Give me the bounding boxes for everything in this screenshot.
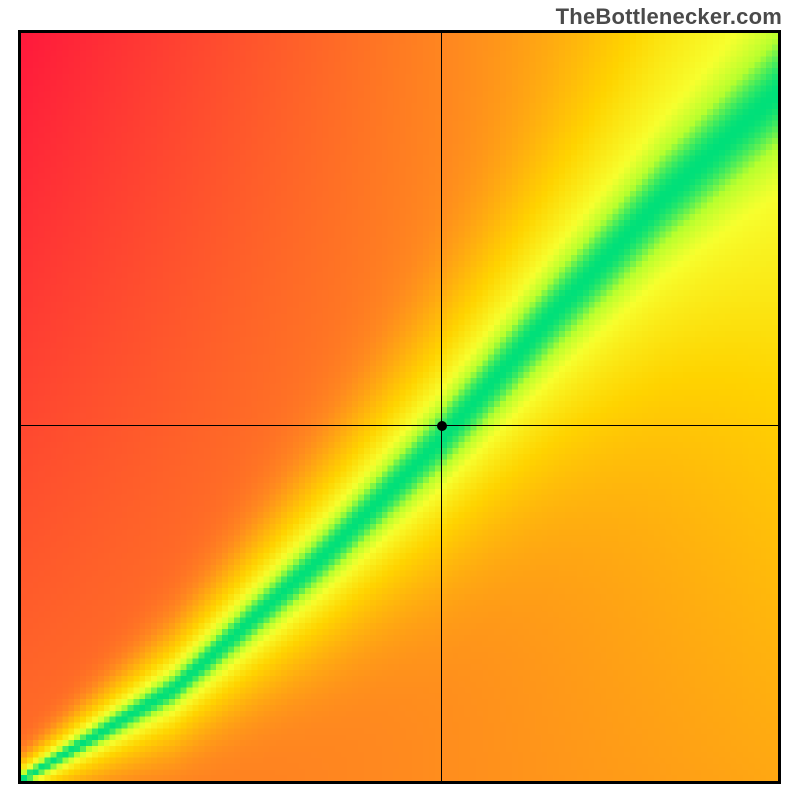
crosshair-dot: [437, 421, 447, 431]
watermark-text: TheBottlenecker.com: [556, 4, 782, 30]
heatmap-canvas: [21, 33, 778, 781]
plot-area: [18, 30, 781, 784]
chart-container: TheBottlenecker.com: [0, 0, 800, 800]
crosshair-horizontal: [21, 425, 778, 426]
crosshair-vertical: [441, 33, 442, 781]
